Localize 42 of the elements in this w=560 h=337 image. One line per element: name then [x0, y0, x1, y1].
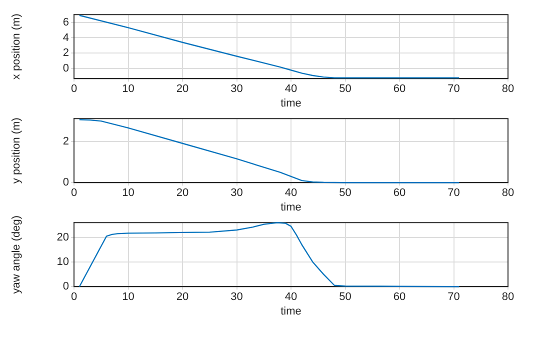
y-tick-label: 2 — [62, 135, 69, 148]
y-tick-label: 10 — [56, 256, 69, 268]
x-tick-label: 20 — [176, 291, 189, 304]
y-tick-label: 20 — [56, 231, 69, 244]
y-tick-label: 0 — [62, 176, 69, 189]
x-tick-label: 80 — [502, 187, 514, 200]
y-axis-title: y position (m) — [10, 118, 23, 184]
x-tick-label: 20 — [176, 187, 189, 200]
x-axis-title: time — [280, 97, 302, 110]
x-tick-label: 40 — [284, 187, 298, 200]
x-axis-title: time — [280, 201, 302, 214]
x-tick-label: 60 — [393, 83, 406, 96]
x-tick-label: 70 — [448, 83, 460, 96]
x-tick-label: 50 — [339, 187, 352, 200]
x-tick-label: 30 — [230, 291, 243, 304]
x-tick-label: 80 — [502, 291, 514, 304]
x-tick-label: 60 — [393, 187, 406, 200]
x-tick-label: 30 — [230, 83, 243, 96]
x-tick-label: 40 — [284, 291, 298, 304]
x-tick-label: 60 — [393, 291, 406, 304]
y-axis-title: x position (m) — [10, 14, 23, 80]
x-axis-title: time — [280, 305, 302, 318]
x-tick-label: 10 — [122, 291, 134, 304]
x-tick-label: 70 — [448, 291, 460, 304]
y-tick-label: 2 — [62, 47, 69, 60]
x-tick-label: 50 — [339, 83, 352, 96]
y-tick-label: 0 — [62, 62, 69, 75]
x-tick-label: 50 — [339, 291, 352, 304]
x-tick-label: 10 — [122, 187, 134, 200]
x-tick-label: 0 — [70, 187, 78, 200]
y-tick-label: 6 — [62, 16, 69, 28]
x-tick-label: 10 — [122, 83, 134, 96]
x-tick-label: 70 — [448, 187, 460, 200]
x-tick-label: 20 — [176, 83, 189, 96]
y-tick-label: 0 — [62, 280, 69, 293]
y-tick-label: 4 — [62, 32, 69, 44]
x-tick-label: 80 — [502, 83, 514, 96]
x-tick-label: 40 — [284, 83, 298, 96]
x-tick-label: 0 — [70, 291, 78, 304]
x-tick-label: 0 — [70, 83, 78, 96]
x-tick-label: 30 — [230, 187, 243, 200]
y-axis-title: yaw angle (deg) — [10, 215, 23, 294]
